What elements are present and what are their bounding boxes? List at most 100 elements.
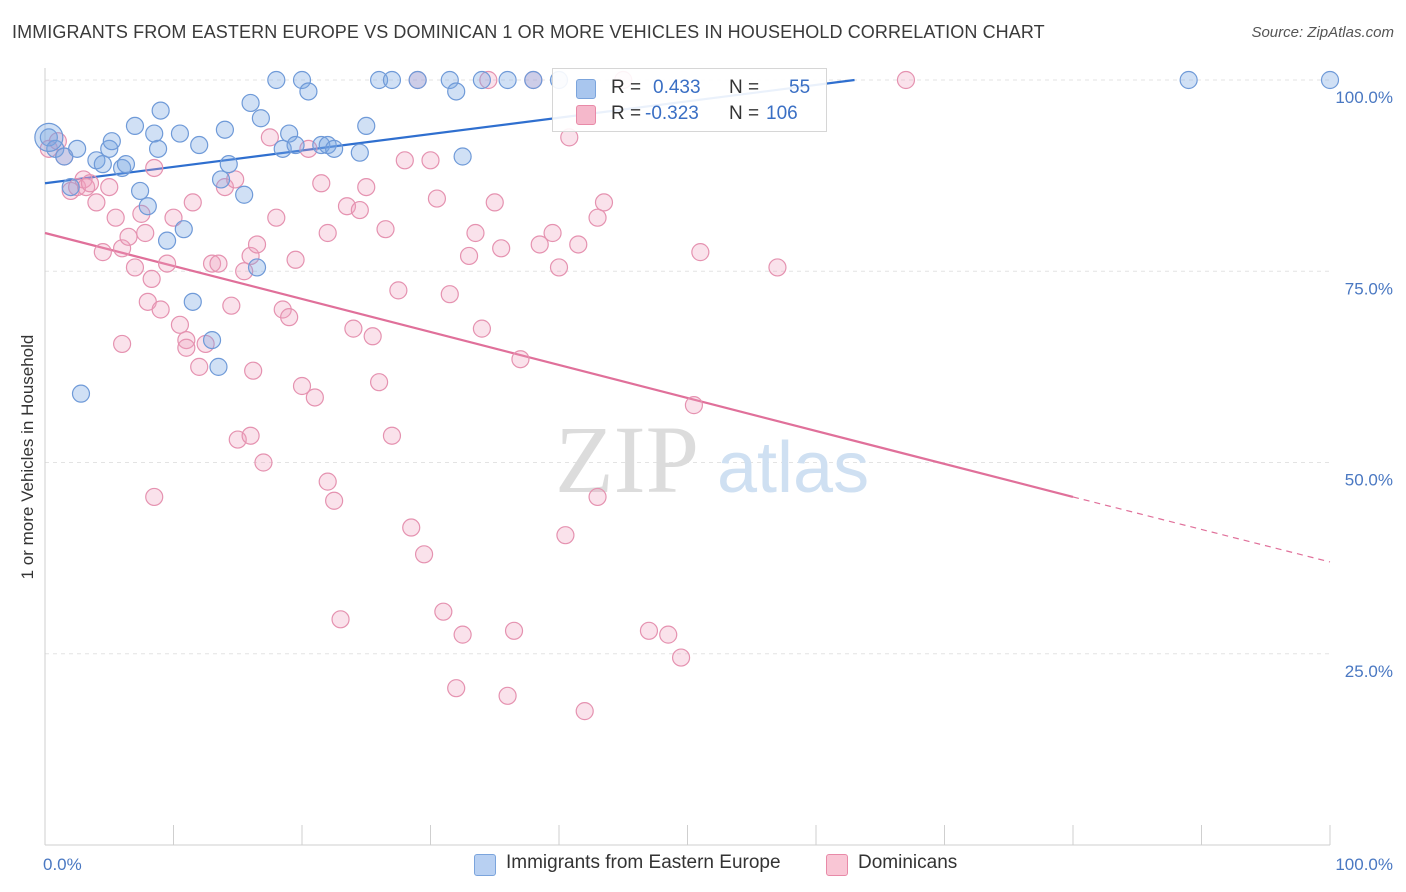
point-eastern-europe [145, 124, 164, 143]
point-dominican [119, 227, 138, 246]
legend-label: Immigrants from Eastern Europe [506, 852, 781, 873]
n-label: N = [729, 103, 760, 124]
point-dominican [305, 388, 324, 407]
axes [44, 68, 1331, 846]
watermark-zip: ZIP [555, 406, 699, 513]
r-value: 0.433 [653, 77, 701, 98]
point-dominican [241, 426, 260, 445]
r-label: R = [611, 77, 642, 98]
point-eastern-europe [130, 181, 150, 201]
point-dominican [691, 243, 710, 262]
point-dominican [472, 319, 491, 338]
point-dominican [331, 610, 350, 629]
point-eastern-europe [280, 124, 299, 143]
point-eastern-europe [524, 70, 543, 90]
point-dominican [440, 285, 459, 304]
point-eastern-europe [286, 135, 305, 155]
point-dominican [530, 235, 549, 254]
r-value: -0.323 [645, 103, 699, 124]
series-legend: Immigrants from Eastern Europe Dominican… [0, 852, 1406, 878]
point-dominican [344, 319, 363, 338]
point-dominican [226, 170, 245, 189]
point-eastern-europe [350, 143, 369, 162]
point-eastern-europe [241, 93, 260, 113]
point-eastern-europe [148, 139, 168, 158]
point-dominican [260, 128, 279, 147]
point-eastern-europe [125, 116, 145, 136]
point-dominican [768, 258, 787, 277]
legend-swatch-pink [826, 854, 848, 876]
legend-swatch-pink [576, 105, 596, 125]
point-eastern-europe [472, 70, 491, 90]
point-dominican [395, 151, 414, 170]
point-dominican [447, 679, 466, 698]
x-tick-label: 100.0% [1335, 855, 1393, 874]
point-eastern-europe [138, 197, 157, 216]
point-dominican [588, 208, 607, 227]
point-dominican [370, 373, 389, 392]
y-tick-label: 100.0% [1335, 88, 1393, 107]
point-dominican [136, 223, 155, 243]
point-dominican [543, 223, 562, 243]
point-dominican [376, 220, 395, 239]
point-dominican [157, 254, 177, 273]
legend-swatch-blue [474, 854, 496, 876]
point-dominican [671, 648, 691, 667]
point-dominican [575, 702, 594, 721]
point-eastern-europe [370, 70, 389, 90]
point-dominican [684, 396, 704, 415]
point-eastern-europe [102, 132, 121, 151]
watermark-atlas: atlas [717, 428, 869, 508]
point-dominican [318, 472, 337, 491]
point-dominican [142, 269, 161, 288]
point-dominican [267, 208, 286, 227]
point-dominican [100, 178, 119, 197]
point-eastern-europe [61, 178, 80, 197]
point-dominican [466, 223, 485, 243]
point-dominican [357, 178, 376, 197]
point-dominican [145, 487, 164, 507]
point-dominican [87, 193, 106, 212]
trend-line-dominicans-extension [1072, 496, 1331, 563]
point-eastern-europe [447, 82, 466, 101]
n-label: N = [729, 77, 760, 98]
point-dominican [427, 189, 447, 208]
point-dominican [434, 602, 453, 621]
point-dominican [414, 545, 434, 564]
point-dominican [504, 621, 524, 640]
point-dominican [247, 235, 267, 254]
point-eastern-europe [219, 155, 238, 174]
point-dominican [350, 200, 369, 220]
point-dominican [363, 327, 382, 346]
point-dominican [588, 487, 607, 507]
point-dominican [241, 246, 260, 266]
point-dominican [389, 281, 408, 300]
point-dominican [325, 491, 344, 510]
point-dominican [421, 151, 440, 170]
point-dominican [896, 70, 916, 90]
point-dominican [286, 250, 305, 269]
point-eastern-europe [453, 147, 472, 166]
point-eastern-europe [209, 357, 228, 376]
point-dominican [492, 239, 511, 258]
point-eastern-europe [498, 70, 517, 90]
point-dominican [145, 158, 164, 178]
x-tick-label: 0.0% [43, 855, 82, 874]
point-dominican [80, 174, 100, 193]
point-eastern-europe [39, 128, 58, 147]
point-dominican [453, 625, 472, 644]
grid-lines [45, 79, 1330, 655]
stats-legend: R = 0.433 N = 55 R = -0.323 N = 106 [552, 68, 827, 132]
point-eastern-europe [382, 70, 402, 90]
point-dominican [170, 315, 190, 334]
point-dominican [106, 208, 125, 227]
point-dominican [209, 254, 228, 273]
point-eastern-europe [34, 122, 64, 152]
point-dominican [485, 193, 504, 212]
point-dominican [222, 296, 241, 315]
point-eastern-europe [325, 139, 344, 158]
point-dominican [594, 193, 614, 212]
tick-labels: 25.0% 50.0% 75.0% 100.0% 0.0% 100.0% [43, 88, 1393, 874]
point-eastern-europe [235, 185, 254, 204]
trend-line-dominicans [44, 231, 1074, 498]
